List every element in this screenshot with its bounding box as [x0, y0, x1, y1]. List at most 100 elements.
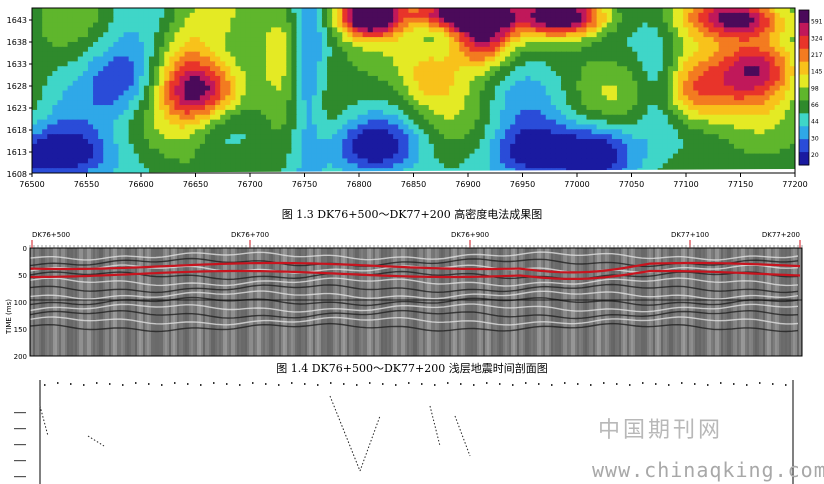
resistivity-cell: [169, 66, 176, 72]
resistivity-cell: [276, 129, 282, 135]
resistivity-cell: [169, 12, 176, 19]
resistivity-cell: [128, 95, 135, 101]
resistivity-cell: [586, 51, 593, 58]
resistivity-cell: [586, 143, 593, 150]
resistivity-cell: [118, 51, 125, 58]
resistivity-cell: [637, 148, 643, 155]
resistivity-cell: [342, 143, 348, 150]
resistivity-cell: [627, 22, 633, 29]
resistivity-cell: [87, 85, 94, 92]
resistivity-cell: [627, 95, 633, 101]
resistivity-cell: [459, 12, 465, 19]
resistivity-cell: [413, 109, 420, 116]
resistivity-cell: [133, 71, 140, 77]
resistivity-cell: [230, 71, 237, 77]
resistivity-cell: [388, 61, 394, 67]
resistivity-cell: [744, 56, 750, 62]
resistivity-cell: [62, 12, 69, 19]
resistivity-cell: [581, 17, 588, 24]
resistivity-cell: [627, 134, 633, 140]
resistivity-cell: [128, 129, 135, 135]
resistivity-cell: [550, 80, 557, 87]
resistivity-cell: [179, 114, 186, 121]
resistivity-cell: [616, 90, 623, 96]
resistivity-cell: [321, 22, 328, 29]
resistivity-cell: [47, 134, 53, 140]
resistivity-cell: [52, 80, 59, 87]
resistivity-cell: [733, 100, 740, 106]
resistivity-cell: [520, 139, 527, 145]
resistivity-cell: [657, 41, 664, 48]
resistivity-cell: [143, 22, 150, 29]
resistivity-cell: [215, 32, 221, 38]
resistivity-cell: [561, 80, 567, 87]
resistivity-cell: [678, 90, 684, 96]
resistivity-cell: [377, 56, 384, 62]
resistivity-cell: [398, 143, 404, 150]
resistivity-cell: [423, 148, 430, 155]
resistivity-cell: [57, 90, 64, 96]
resistivity-cell: [505, 66, 511, 72]
resistivity-cell: [622, 148, 628, 155]
resistivity-cell: [265, 27, 272, 33]
resistivity-cell: [423, 51, 430, 58]
resistivity-cell: [321, 124, 328, 130]
resistivity-cell: [515, 32, 521, 38]
resistivity-cell: [515, 71, 521, 77]
resistivity-cell: [123, 27, 130, 33]
resistivity-cell: [510, 95, 516, 101]
resistivity-cell: [459, 27, 465, 33]
resistivity-cell: [698, 71, 705, 77]
resistivity-cell: [103, 46, 109, 53]
resistivity-cell: [164, 143, 170, 150]
resistivity-cell: [479, 129, 486, 135]
resistivity-cell: [616, 158, 623, 164]
resistivity-cell: [372, 27, 379, 33]
resistivity-cell: [525, 46, 532, 53]
resistivity-cell: [235, 100, 242, 106]
resistivity-cell: [611, 90, 618, 96]
resistivity-cell: [713, 8, 720, 14]
resistivity-cell: [550, 124, 557, 130]
resistivity-cell: [744, 32, 750, 38]
resistivity-cell: [286, 139, 293, 145]
resistivity-cell: [576, 163, 582, 169]
resistivity-cell: [230, 148, 237, 155]
resistivity-cell: [683, 124, 689, 130]
resistivity-cell: [118, 139, 125, 145]
resistivity-cell: [454, 17, 460, 24]
resistivity-cell: [118, 61, 125, 67]
resistivity-cell: [37, 95, 43, 101]
resistivity-cell: [413, 75, 420, 82]
resistivity-cell: [464, 163, 471, 169]
resistivity-cell: [169, 8, 176, 14]
resistivity-cell: [93, 22, 99, 29]
resistivity-cell: [72, 46, 79, 53]
resistivity-cell: [47, 27, 53, 33]
resistivity-cell: [393, 134, 399, 140]
resistivity-cell: [154, 12, 160, 19]
resistivity-cell: [367, 163, 374, 169]
resistivity-cell: [683, 134, 689, 140]
resistivity-cell: [652, 124, 659, 130]
resistivity-cell: [576, 143, 582, 150]
resistivity-cell: [596, 109, 603, 116]
resistivity-cell: [245, 153, 252, 160]
resistivity-cell: [291, 51, 298, 58]
resistivity-cell: [678, 61, 684, 67]
resistivity-cell: [235, 46, 242, 53]
resistivity-cell: [698, 100, 705, 106]
resistivity-cell: [586, 32, 593, 38]
resistivity-cell: [321, 17, 328, 24]
resistivity-cell: [332, 8, 338, 14]
resistivity-cell: [535, 32, 542, 38]
resistivity-cell: [591, 158, 598, 164]
resistivity-cell: [393, 12, 399, 19]
resistivity-cell: [276, 66, 282, 72]
resistivity-cell: [759, 12, 766, 19]
resistivity-cell: [148, 22, 155, 29]
resistivity-cell: [260, 66, 267, 72]
resistivity-cell: [143, 41, 150, 48]
resistivity-cell: [576, 32, 582, 38]
resistivity-cell: [37, 143, 43, 150]
